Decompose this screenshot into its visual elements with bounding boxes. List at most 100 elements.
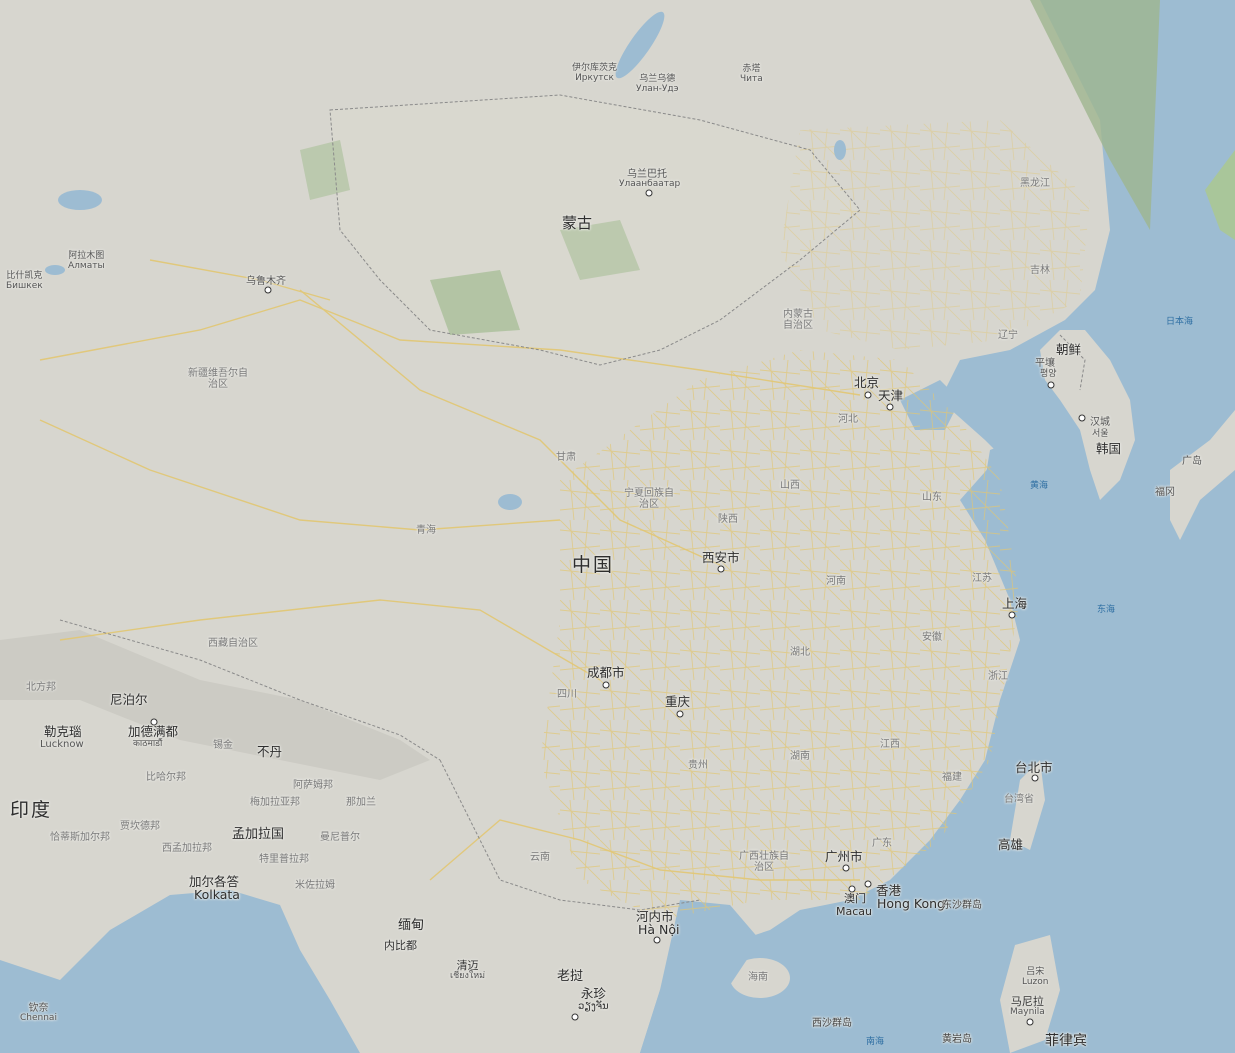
province-label-tibet[interactable]: 西藏自治区	[208, 638, 258, 649]
city-label-hanoi-local[interactable]: Hà Nội	[638, 922, 680, 937]
city-label-lucknow-en[interactable]: Lucknow	[40, 739, 84, 750]
province-label-hubei[interactable]: 湖北	[790, 647, 810, 658]
province-label-inner-mongolia[interactable]: 内蒙古自治区	[783, 309, 813, 331]
province-label-fujian[interactable]: 福建	[942, 772, 962, 783]
province-label-guangdong[interactable]: 广东	[872, 838, 892, 849]
city-dot-kathmandu[interactable]	[150, 718, 158, 726]
city-dot-macau[interactable]	[848, 885, 856, 893]
province-label-anhui[interactable]: 安徽	[922, 632, 942, 643]
country-label-bhutan[interactable]: 不丹	[257, 744, 283, 759]
province-label-henan[interactable]: 河南	[826, 576, 846, 587]
city-label-macau[interactable]: 澳门	[844, 892, 866, 905]
city-label-almaty[interactable]: 阿拉木图 Алматы	[68, 251, 105, 272]
city-label-chiangmai[interactable]: 清迈 เชียงใหม่	[450, 959, 485, 982]
city-label-hongkong[interactable]: 香港	[876, 883, 902, 898]
country-label-philippines[interactable]: 菲律宾	[1045, 1033, 1087, 1049]
city-label-hongkong-en[interactable]: Hong Kong	[877, 896, 945, 911]
province-label-yunnan[interactable]: 云南	[530, 852, 550, 863]
country-label-china[interactable]: 中国	[572, 554, 615, 576]
country-label-north-korea[interactable]: 朝鲜	[1056, 342, 1082, 357]
province-label-hainan[interactable]: 海南	[748, 972, 768, 983]
province-label-heilongjiang[interactable]: 黑龙江	[1020, 178, 1050, 189]
province-label-guizhou[interactable]: 贵州	[688, 760, 708, 771]
province-label-jiangsu[interactable]: 江苏	[972, 573, 992, 584]
city-label-naypyidaw[interactable]: 内比都	[384, 939, 417, 952]
country-label-bangladesh[interactable]: 孟加拉国	[232, 827, 285, 842]
province-label-ningxia[interactable]: 宁夏回族自治区	[624, 488, 674, 510]
province-label-nagaland[interactable]: 那加兰	[346, 797, 376, 808]
province-label-mizoram[interactable]: 米佐拉姆	[295, 880, 335, 891]
city-label-lucknow[interactable]: 勒克瑙	[44, 724, 82, 739]
province-label-zhejiang[interactable]: 浙江	[988, 671, 1008, 682]
city-dot-tianjin[interactable]	[886, 403, 894, 411]
province-label-taiwan[interactable]: 台湾省	[1004, 794, 1034, 805]
province-label-gansu[interactable]: 甘肃	[556, 452, 576, 463]
city-dot-hongkong[interactable]	[864, 880, 872, 888]
city-dot-shanghai[interactable]	[1008, 611, 1016, 619]
city-label-irkutsk[interactable]: 伊尔库茨克 Иркутск	[572, 63, 617, 84]
city-label-beijing[interactable]: 北京	[854, 375, 880, 390]
city-label-hiroshima[interactable]: 广岛	[1182, 456, 1202, 467]
province-label-shaanxi[interactable]: 陕西	[718, 514, 738, 525]
province-label-sikkim[interactable]: 锡金	[213, 740, 233, 751]
city-label-tianjin[interactable]: 天津	[878, 388, 904, 403]
city-dot-chongqing[interactable]	[676, 710, 684, 718]
province-label-jiangxi[interactable]: 江西	[880, 739, 900, 750]
city-dot-hanoi[interactable]	[653, 936, 661, 944]
province-label-sichuan[interactable]: 四川	[557, 689, 577, 700]
city-label-xian[interactable]: 西安市	[702, 550, 740, 565]
city-label-hanoi[interactable]: 河内市	[636, 909, 674, 924]
city-label-bishkek[interactable]: 比什凯克 Бишкек	[6, 271, 43, 292]
island-label-huangyan[interactable]: 黄岩岛	[942, 1034, 972, 1045]
city-label-taipei[interactable]: 台北市	[1015, 760, 1053, 775]
city-label-macau-en[interactable]: Macau	[836, 905, 872, 918]
city-label-pyongyang[interactable]: 平壤	[1035, 358, 1055, 369]
province-label-assam[interactable]: 阿萨姆邦	[293, 780, 333, 791]
city-label-pyongyang-local[interactable]: 평양	[1040, 369, 1057, 379]
city-label-chennai[interactable]: 钦奈 Chennai	[20, 1003, 57, 1024]
city-label-kolkata-en[interactable]: Kolkata	[194, 887, 240, 902]
island-label-paracel[interactable]: 西沙群岛	[812, 1018, 852, 1029]
city-label-chongqing[interactable]: 重庆	[665, 694, 691, 709]
country-label-india[interactable]: 印度	[10, 799, 53, 821]
island-label-pratas[interactable]: 东沙群岛	[942, 900, 982, 911]
city-dot-beijing[interactable]	[864, 391, 872, 399]
province-label-uttarakhand[interactable]: 北方邦	[26, 682, 56, 693]
province-label-guangxi[interactable]: 广西壮族自治区	[739, 851, 789, 873]
province-label-bihar[interactable]: 比哈尔邦	[146, 772, 186, 783]
province-label-chhattisgarh[interactable]: 恰蒂斯加尔邦	[50, 832, 110, 843]
city-dot-manila[interactable]	[1026, 1018, 1034, 1026]
city-label-ulanude[interactable]: 乌兰乌德 Улан-Удэ	[636, 74, 679, 95]
city-label-kaohsiung[interactable]: 高雄	[998, 837, 1024, 852]
city-dot-chengdu[interactable]	[602, 681, 610, 689]
city-label-manila[interactable]: 马尼拉 Maynila	[1010, 995, 1045, 1018]
province-label-shandong[interactable]: 山东	[922, 492, 942, 503]
province-label-shanxi[interactable]: 山西	[780, 480, 800, 491]
province-label-jharkhand[interactable]: 贾坎德邦	[120, 821, 160, 832]
city-label-kathmandu-local[interactable]: काठमाडौं	[133, 739, 163, 749]
city-label-ulaanbaatar-local[interactable]: Улаанбаатар	[619, 179, 681, 189]
province-label-west-bengal[interactable]: 西孟加拉邦	[162, 843, 212, 854]
city-dot-taipei[interactable]	[1031, 774, 1039, 782]
country-label-nepal[interactable]: 尼泊尔	[110, 692, 148, 707]
province-label-manipur[interactable]: 曼尼普尔	[320, 832, 360, 843]
province-label-qinghai[interactable]: 青海	[416, 525, 436, 536]
province-label-hebei[interactable]: 河北	[838, 414, 858, 425]
country-label-mongolia[interactable]: 蒙古	[562, 214, 593, 232]
province-label-hunan[interactable]: 湖南	[790, 751, 810, 762]
province-label-meghalaya[interactable]: 梅加拉亚邦	[250, 797, 300, 808]
country-label-myanmar[interactable]: 缅甸	[398, 918, 425, 933]
province-label-liaoning[interactable]: 辽宁	[998, 330, 1018, 341]
city-dot-vientiane[interactable]	[571, 1013, 579, 1021]
province-label-jilin[interactable]: 吉林	[1030, 265, 1050, 276]
country-label-south-korea[interactable]: 韩国	[1096, 441, 1122, 456]
city-dot-seoul[interactable]	[1078, 414, 1086, 422]
city-dot-ulaanbaatar[interactable]	[645, 189, 653, 197]
province-label-xinjiang[interactable]: 新疆维吾尔自治区	[188, 368, 248, 390]
city-dot-urumqi[interactable]	[264, 286, 272, 294]
city-label-vientiane[interactable]: 永珍 ວຽງຈັນ	[578, 987, 609, 1012]
city-label-guangzhou[interactable]: 广州市	[825, 849, 863, 864]
province-label-tripura[interactable]: 特里普拉邦	[259, 854, 309, 865]
city-dot-pyongyang[interactable]	[1047, 381, 1055, 389]
